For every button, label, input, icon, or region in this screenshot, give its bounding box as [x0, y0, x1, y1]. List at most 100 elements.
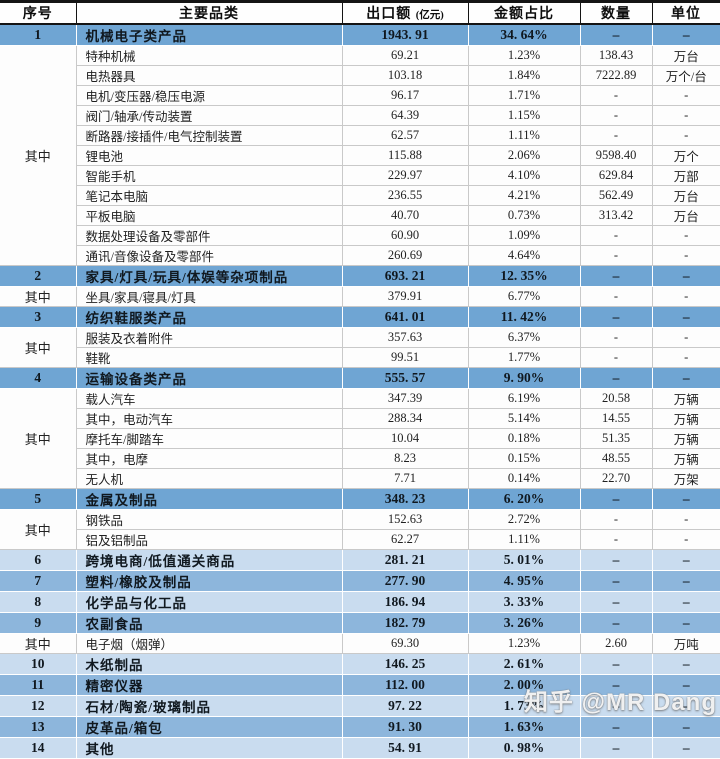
table-row: 5 金属及制品 348. 23 6. 20% – –	[0, 488, 720, 510]
data-cell: 木纸制品	[76, 653, 342, 675]
table-row: 阀门/轴承/传动装置 64.39 1.15% - -	[0, 105, 720, 126]
data-cell: 电子烟（烟弹）	[75, 633, 342, 654]
table-row: 11 精密仪器 112. 00 2. 00% – –	[0, 674, 720, 696]
data-cell: -	[579, 85, 652, 106]
row-index-cell: 13	[0, 716, 76, 738]
data-cell: 1.23%	[467, 633, 580, 654]
data-cell: 坐具/家具/寝具/灯具	[75, 286, 342, 307]
data-cell: -	[579, 225, 652, 246]
data-cell: –	[579, 306, 652, 328]
data-cell: 14.55	[579, 408, 652, 429]
row-index-cell: 11	[0, 674, 76, 696]
data-cell: 其他	[76, 737, 342, 759]
data-cell: 1.11%	[467, 125, 580, 146]
row-index-cell: 10	[0, 653, 76, 675]
data-cell: 数据处理设备及零部件	[75, 225, 342, 246]
data-cell: 20.58	[579, 388, 652, 409]
data-cell: 平板电脑	[75, 205, 342, 226]
data-cell: –	[579, 716, 652, 738]
data-cell: 115.88	[341, 145, 468, 166]
data-cell: 281. 21	[341, 549, 468, 571]
data-cell: –	[579, 570, 652, 592]
table-row: 4 运输设备类产品 555. 57 9. 90% – –	[0, 367, 720, 389]
data-cell: 4.10%	[467, 165, 580, 186]
row-index-cell: 6	[0, 549, 76, 571]
row-index-cell: 9	[0, 612, 76, 634]
data-cell: 1.11%	[467, 529, 580, 550]
table-header: 序号 主要品类 出口额 (亿元) 金额占比 数量 单位	[0, 0, 720, 25]
row-index-cell: 其中	[0, 633, 76, 654]
table-row: 其中 服装及衣着附件 357.63 6.37% - -	[0, 327, 720, 368]
row-index-cell: 4	[0, 367, 76, 389]
data-cell: 2.06%	[467, 145, 580, 166]
data-cell: –	[579, 549, 652, 571]
data-cell: –	[579, 367, 652, 389]
data-cell: 7.71	[341, 468, 468, 489]
data-cell: 6.19%	[467, 388, 580, 409]
data-cell: 阀门/轴承/传动装置	[75, 105, 342, 126]
data-cell: 9. 90%	[467, 367, 580, 389]
data-cell: –	[579, 488, 652, 510]
header-row: 序号 主要品类 出口额 (亿元) 金额占比 数量 单位	[0, 0, 720, 25]
data-cell: 4.64%	[467, 245, 580, 266]
amount-unit-note: (亿元)	[415, 10, 444, 21]
data-cell: 无人机	[75, 468, 342, 489]
data-cell: –	[651, 716, 720, 738]
data-cell: –	[579, 265, 652, 287]
data-cell: 10.04	[341, 428, 468, 449]
data-cell: –	[651, 24, 720, 46]
data-cell: 万吨	[651, 633, 720, 654]
header-label: 序号	[22, 7, 53, 22]
data-cell: 277. 90	[341, 570, 468, 592]
data-cell: 5. 01%	[467, 549, 580, 571]
table-row: 8 化学品与化工品 186. 94 3. 33% – –	[0, 591, 720, 613]
data-cell: 智能手机	[75, 165, 342, 186]
table-row: 智能手机 229.97 4.10% 629.84 万部	[0, 165, 720, 186]
data-cell: -	[579, 347, 652, 368]
data-cell: –	[579, 653, 652, 675]
row-index-cell: 14	[0, 737, 76, 759]
data-cell: -	[579, 286, 652, 307]
data-cell: 64.39	[341, 105, 468, 126]
table-row: 鞋靴 99.51 1.77% - -	[0, 347, 720, 368]
table-row: 7 塑料/橡胶及制品 277. 90 4. 95% – –	[0, 570, 720, 592]
data-cell: 精密仪器	[76, 674, 342, 696]
data-cell: 4.21%	[467, 185, 580, 206]
table-row: 摩托车/脚踏车 10.04 0.18% 51.35 万辆	[0, 428, 720, 449]
table-row: 笔记本电脑 236.55 4.21% 562.49 万台	[0, 185, 720, 206]
data-cell: –	[579, 737, 652, 759]
data-cell: 6. 20%	[467, 488, 580, 510]
header-cell-category: 主要品类	[75, 0, 342, 25]
header-label: 主要品类	[179, 7, 239, 22]
data-cell: 379.91	[341, 286, 468, 307]
data-cell: 万部	[651, 165, 720, 186]
table-row: 其中 载人汽车 347.39 6.19% 20.58 万辆	[0, 388, 720, 489]
header-cell-unit: 单位	[651, 0, 720, 25]
data-cell: 鞋靴	[75, 347, 342, 368]
header-label: 出口额	[366, 7, 412, 22]
data-cell: 236.55	[341, 185, 468, 206]
table-row: 2 家具/灯具/玩具/体娱等杂项制品 693. 21 12. 35% – –	[0, 265, 720, 287]
header-cell-quantity: 数量	[579, 0, 652, 25]
table-row: 铝及铝制品 62.27 1.11% - -	[0, 529, 720, 550]
data-cell: 62.27	[341, 529, 468, 550]
data-cell: –	[651, 306, 720, 328]
table-row: 锂电池 115.88 2.06% 9598.40 万个	[0, 145, 720, 166]
data-cell: 103.18	[341, 65, 468, 86]
table-row: 1 机械电子类产品 1943. 91 34. 64% – –	[0, 24, 720, 46]
data-cell: 229.97	[341, 165, 468, 186]
data-cell: 1.09%	[467, 225, 580, 246]
data-cell: -	[579, 105, 652, 126]
table-row: 电机/变压器/稳压电源 96.17 1.71% - -	[0, 85, 720, 106]
data-cell: 357.63	[341, 327, 468, 348]
data-cell: 钢铁品	[75, 509, 342, 530]
row-index-cell: 1	[0, 24, 76, 46]
row-index-cell: 2	[0, 265, 76, 287]
data-cell: 纺织鞋服类产品	[76, 306, 342, 328]
data-cell: 22.70	[579, 468, 652, 489]
table-row: 其中 特种机械 69.21 1.23% 138.43 万台	[0, 45, 720, 266]
data-cell: –	[651, 612, 720, 634]
table-body: 1 机械电子类产品 1943. 91 34. 64% – – 其中 特种机械 69.21 1.23…	[0, 24, 720, 759]
data-cell: 金属及制品	[76, 488, 342, 510]
data-cell: 313.42	[579, 205, 652, 226]
